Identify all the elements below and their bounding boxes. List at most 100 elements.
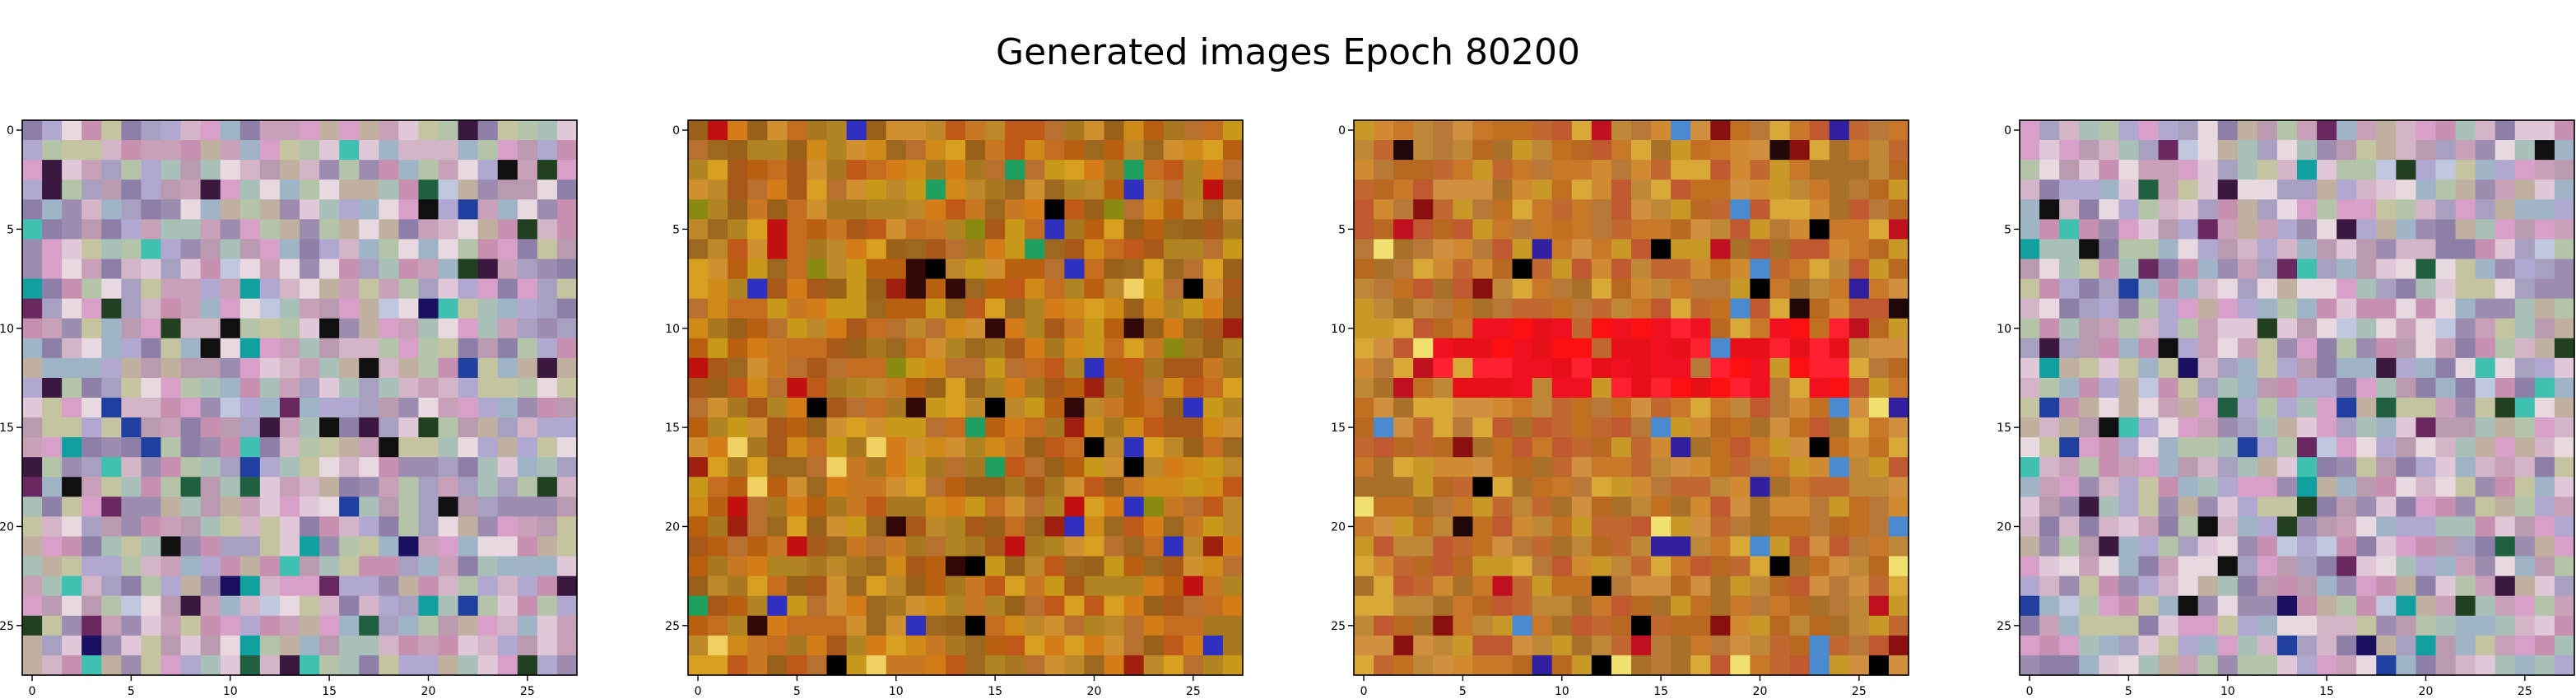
image-pixel [1631, 140, 1652, 161]
image-pixel [300, 239, 320, 260]
image-pixel [2396, 615, 2417, 636]
image-pixel [728, 160, 748, 180]
image-pixel [537, 477, 558, 497]
image-pixel [2197, 199, 2219, 220]
image-pixel [2138, 635, 2160, 656]
image-pixel [1453, 239, 1474, 260]
image-pixel [2217, 417, 2239, 438]
image-pixel [807, 278, 828, 300]
image-pixel [2138, 556, 2160, 577]
image-pixel [537, 556, 558, 577]
image-pixel [2257, 219, 2278, 240]
image-pixel [2276, 278, 2298, 300]
image-pixel [319, 179, 340, 200]
image-pixel [1848, 655, 1870, 676]
image-pixel [925, 417, 946, 438]
image-pixel [180, 615, 202, 636]
image-pixel [747, 179, 768, 200]
image-pixel [2554, 278, 2575, 300]
image-pixel [1123, 199, 1145, 220]
image-pixel [2356, 298, 2377, 319]
image-pixel [2257, 576, 2278, 597]
image-pixel [1710, 398, 1731, 418]
image-pixel [438, 516, 459, 538]
image-pixel [945, 556, 966, 577]
image-pixel [985, 496, 1006, 518]
image-pixel [866, 318, 887, 339]
image-pixel [2138, 496, 2160, 518]
image-pixel [1202, 298, 1224, 319]
image-pixel [1393, 338, 1414, 359]
image-pixel [1551, 496, 1573, 518]
image-pixel [556, 615, 578, 636]
image-pixel [319, 398, 340, 418]
image-pixel [925, 278, 946, 300]
image-pixel [2217, 140, 2239, 161]
image-pixel [2039, 120, 2060, 141]
image-pixel [1025, 278, 1045, 300]
image-pixel [1433, 318, 1453, 339]
image-pixel [121, 595, 142, 617]
image-pixel [239, 259, 261, 280]
image-pixel [1571, 457, 1593, 478]
image-pixel [279, 160, 300, 180]
image-pixel [2534, 318, 2555, 339]
image-pixel [279, 576, 300, 597]
image-pixel [556, 496, 578, 518]
image-pixel [787, 239, 808, 260]
image-pixel [2099, 398, 2119, 418]
image-pixel [728, 536, 748, 557]
image-pixel [379, 219, 399, 240]
image-pixel [1104, 576, 1125, 597]
image-pixel [1730, 219, 1751, 240]
image-pixel [1868, 179, 1890, 200]
image-pixel [866, 556, 887, 577]
image-pixel [1690, 377, 1711, 398]
image-pixel [279, 536, 300, 557]
image-pixel [1888, 417, 1909, 438]
image-pixel [886, 516, 907, 538]
image-pixel [2514, 398, 2536, 418]
image-pixel [339, 576, 360, 597]
image-pixel [1492, 298, 1514, 319]
image-pixel [2554, 160, 2575, 180]
image-pixel [517, 357, 538, 379]
image-pixel [2297, 477, 2318, 497]
image-pixel [438, 457, 459, 478]
image-pixel [826, 338, 848, 359]
image-pixel [2099, 377, 2119, 398]
image-pixel [1472, 219, 1494, 240]
image-pixel [826, 298, 848, 319]
image-pixel [101, 298, 122, 319]
image-pixel [1868, 496, 1890, 518]
image-pixel [1393, 239, 1414, 260]
image-pixel [1591, 576, 1612, 597]
image-pixel [767, 219, 788, 240]
image-pixel [767, 278, 788, 300]
image-pixel [1651, 239, 1672, 260]
image-pixel [767, 496, 788, 518]
image-pixel [497, 160, 518, 180]
image-pixel [438, 278, 459, 300]
image-pixel [2317, 239, 2337, 260]
image-pixel [1354, 239, 1374, 260]
image-pixel [1888, 357, 1909, 379]
x-tick-label: 10 [223, 685, 238, 696]
image-pixel [497, 615, 518, 636]
image-pixel [1809, 595, 1830, 617]
image-pixel [1393, 259, 1414, 280]
y-tick-label: 20 [1331, 520, 1346, 534]
image-pixel [458, 496, 479, 518]
image-pixel [2059, 239, 2080, 260]
image-pixel [1163, 437, 1184, 458]
image-pixel [1064, 398, 1086, 418]
image-pixel [2416, 556, 2437, 577]
image-pixel [1829, 377, 1850, 398]
image-pixel [418, 278, 439, 300]
image-pixel [556, 536, 578, 557]
image-pixel [1651, 536, 1672, 557]
image-pixel [2118, 615, 2140, 636]
image-pixel [2276, 595, 2298, 617]
image-pixel [2158, 398, 2179, 418]
image-pixel [2178, 239, 2199, 260]
